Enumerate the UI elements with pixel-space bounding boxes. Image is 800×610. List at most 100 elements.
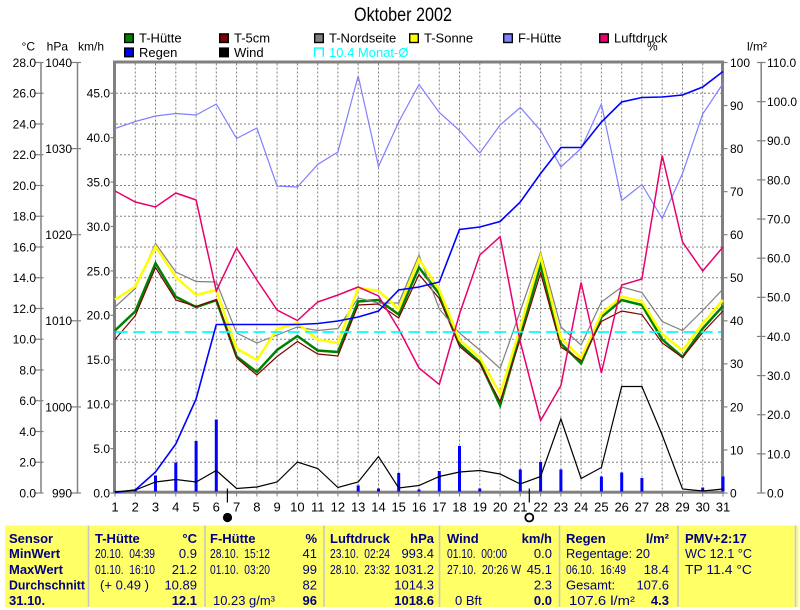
svg-text:Durchschnitt: Durchschnitt — [9, 577, 86, 592]
svg-text:06.10. 16:49: 06.10. 16:49 — [566, 562, 626, 577]
svg-text:4.3: 4.3 — [651, 593, 669, 608]
svg-text:70: 70 — [730, 185, 744, 199]
svg-text:25: 25 — [594, 499, 608, 514]
svg-text:10.0: 10.0 — [767, 447, 791, 461]
svg-text:TP 11.4 °C: TP 11.4 °C — [685, 562, 752, 577]
svg-text:l/m²: l/m² — [747, 39, 767, 53]
svg-text:Luftdruck: Luftdruck — [330, 531, 391, 546]
svg-text:MaxWert: MaxWert — [9, 562, 64, 577]
svg-text:1040: 1040 — [45, 56, 72, 70]
svg-text:4.0: 4.0 — [19, 425, 36, 439]
svg-text:23.10. 02:24: 23.10. 02:24 — [330, 546, 390, 561]
svg-text:26.0: 26.0 — [13, 87, 37, 101]
svg-text:90: 90 — [730, 99, 744, 113]
svg-text:PMV+2:17: PMV+2:17 — [685, 531, 747, 546]
svg-text:°C: °C — [182, 531, 197, 546]
svg-text:80.0: 80.0 — [767, 173, 791, 187]
svg-text:hPa: hPa — [47, 39, 69, 53]
svg-text:30: 30 — [695, 499, 709, 514]
svg-text:10.89: 10.89 — [164, 577, 197, 592]
svg-text:F-Hütte: F-Hütte — [210, 531, 256, 546]
svg-text:21.2: 21.2 — [172, 562, 197, 577]
svg-text:Regen: Regen — [139, 45, 177, 60]
svg-text:10.23 g/m³: 10.23 g/m³ — [213, 593, 276, 608]
svg-text:14: 14 — [371, 499, 385, 514]
svg-text:35.0: 35.0 — [87, 176, 111, 190]
svg-text:Luftdruck: Luftdruck — [614, 31, 668, 46]
svg-text:l/m²: l/m² — [646, 531, 670, 546]
svg-text:4: 4 — [172, 499, 179, 514]
svg-text:Regentage: 20: Regentage: 20 — [566, 546, 650, 561]
svg-text:20.10. 04:39: 20.10. 04:39 — [95, 546, 155, 561]
svg-text:45.1: 45.1 — [527, 562, 552, 577]
svg-text:5: 5 — [192, 499, 199, 514]
svg-text:40: 40 — [730, 314, 744, 328]
svg-text:2: 2 — [132, 499, 139, 514]
svg-text:Gesamt:: Gesamt: — [566, 577, 615, 592]
svg-text:0.0: 0.0 — [93, 486, 110, 500]
svg-text:1031.2: 1031.2 — [394, 562, 434, 577]
svg-text:41: 41 — [303, 546, 317, 561]
svg-text:25.0: 25.0 — [87, 264, 111, 278]
svg-text:12.1: 12.1 — [172, 593, 197, 608]
svg-text:%: % — [305, 531, 317, 546]
svg-text:1020: 1020 — [45, 228, 72, 242]
svg-text:Oktober 2002: Oktober 2002 — [354, 5, 452, 26]
svg-text:MinWert: MinWert — [9, 546, 61, 561]
svg-text:9: 9 — [273, 499, 280, 514]
svg-text:0.0: 0.0 — [534, 593, 552, 608]
svg-text:5.0: 5.0 — [93, 442, 110, 456]
svg-text:18.4: 18.4 — [644, 562, 669, 577]
svg-text:990: 990 — [52, 486, 72, 500]
svg-text:7: 7 — [233, 499, 240, 514]
svg-text:0.9: 0.9 — [179, 546, 197, 561]
svg-text:WC 12.1 °C: WC 12.1 °C — [685, 546, 752, 561]
svg-text:15.0: 15.0 — [87, 353, 111, 367]
svg-text:18.0: 18.0 — [13, 210, 37, 224]
svg-text:27: 27 — [635, 499, 649, 514]
svg-text:10.0: 10.0 — [13, 333, 37, 347]
svg-text:01.10. 03:20: 01.10. 03:20 — [210, 562, 270, 577]
svg-text:20: 20 — [493, 499, 507, 514]
svg-text:10: 10 — [730, 443, 744, 457]
svg-text:12: 12 — [331, 499, 345, 514]
svg-text:1014.3: 1014.3 — [394, 577, 434, 592]
svg-text:24: 24 — [574, 499, 588, 514]
svg-text:96: 96 — [303, 593, 317, 608]
svg-text:0.0: 0.0 — [767, 486, 784, 500]
svg-text:Wind: Wind — [234, 45, 264, 60]
svg-text:30.0: 30.0 — [767, 369, 791, 383]
svg-text:30: 30 — [730, 357, 744, 371]
svg-text:60: 60 — [730, 228, 744, 242]
svg-text:22.0: 22.0 — [13, 148, 37, 162]
svg-text:80: 80 — [730, 142, 744, 156]
svg-text:3: 3 — [152, 499, 159, 514]
svg-text:T-Sonne: T-Sonne — [424, 31, 473, 46]
svg-text:1030: 1030 — [45, 142, 72, 156]
svg-text:40.0: 40.0 — [87, 131, 111, 145]
svg-text:hPa: hPa — [410, 531, 435, 546]
svg-text:26: 26 — [614, 499, 628, 514]
svg-text:20.0: 20.0 — [13, 179, 37, 193]
svg-text:107.6: 107.6 — [636, 577, 669, 592]
svg-text:22: 22 — [533, 499, 547, 514]
svg-text:2.0: 2.0 — [19, 456, 36, 470]
svg-text:60.0: 60.0 — [767, 252, 791, 266]
svg-text:1010: 1010 — [45, 314, 72, 328]
svg-text:107.6 l/m²: 107.6 l/m² — [569, 593, 636, 608]
svg-text:70.0: 70.0 — [767, 212, 791, 226]
svg-text:14.0: 14.0 — [13, 271, 37, 285]
svg-text:28.10. 15:12: 28.10. 15:12 — [210, 546, 270, 561]
svg-text:(+ 0.49 ): (+ 0.49 ) — [100, 577, 149, 592]
svg-text:0.0: 0.0 — [19, 486, 36, 500]
svg-text:28: 28 — [655, 499, 669, 514]
svg-text:90.0: 90.0 — [767, 134, 791, 148]
svg-text:T-Nordseite: T-Nordseite — [329, 31, 396, 46]
svg-text:30.0: 30.0 — [87, 220, 111, 234]
svg-text:993.4: 993.4 — [401, 546, 434, 561]
svg-text:12.0: 12.0 — [13, 302, 37, 316]
svg-text:100: 100 — [730, 56, 750, 70]
svg-text:50.0: 50.0 — [767, 291, 791, 305]
svg-text:01.10. 16:10: 01.10. 16:10 — [95, 562, 155, 577]
svg-text:F-Hütte: F-Hütte — [518, 31, 561, 46]
